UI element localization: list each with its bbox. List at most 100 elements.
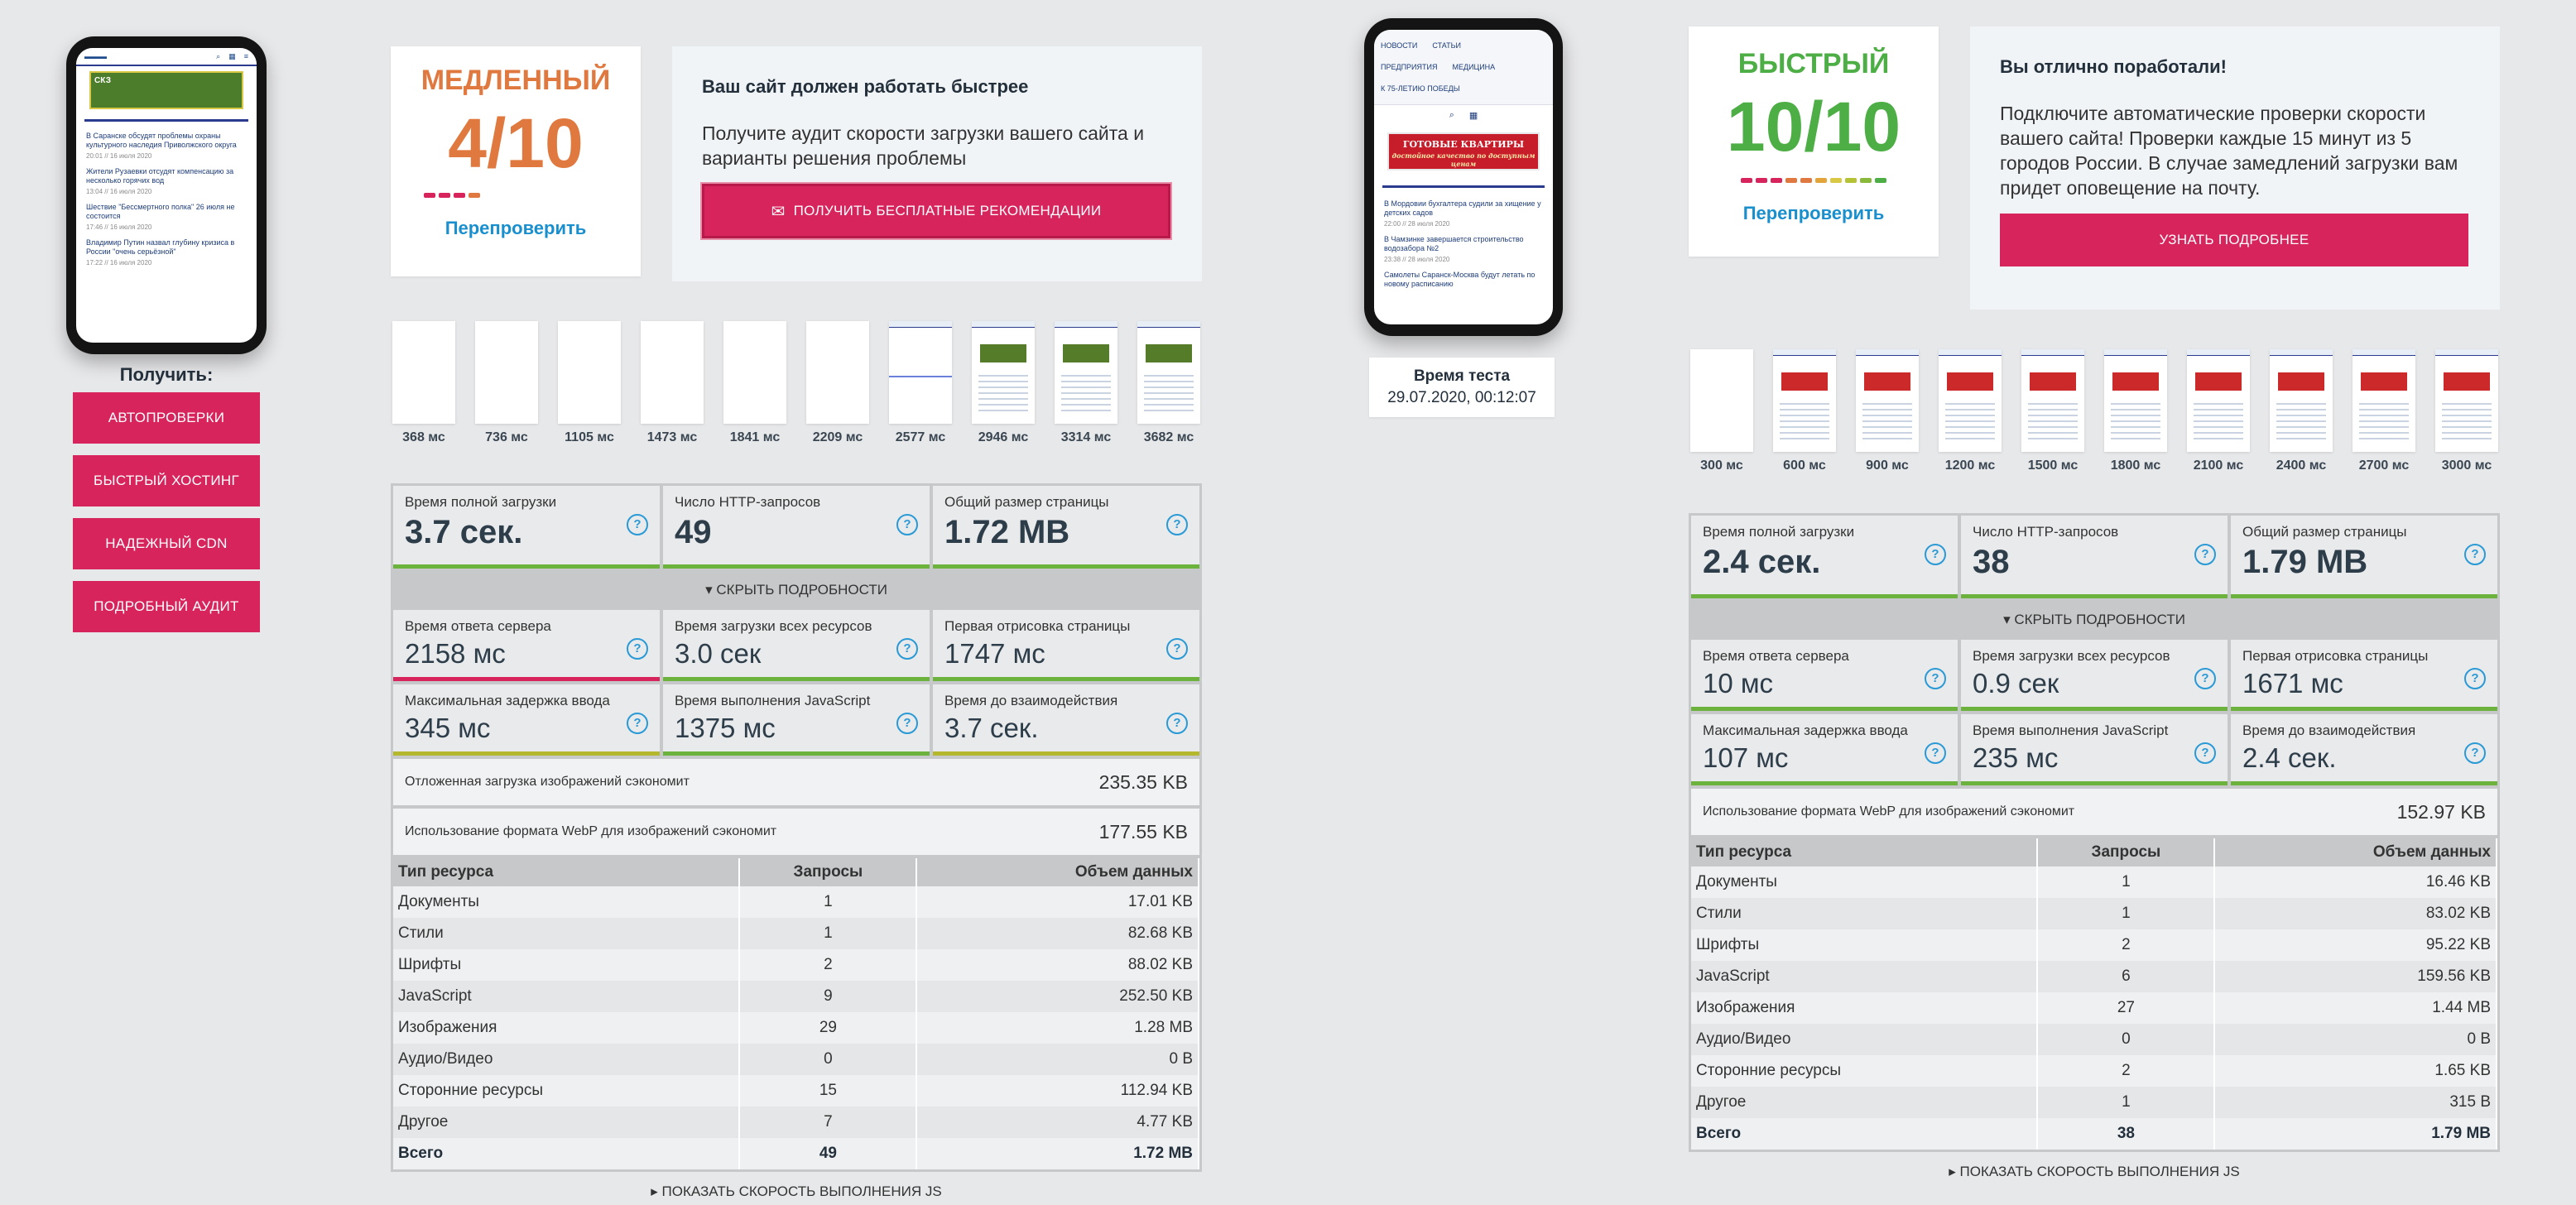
metric-value: 1.79 MB [2242,544,2368,580]
hide-details-toggle[interactable]: ▾ СКРЫТЬ ПОДРОБНОСТИ [393,572,1199,610]
score-segment [424,193,435,198]
grid-icon: ▦ [1468,111,1478,121]
filmstrip-frame[interactable]: 600 мс [1773,349,1836,473]
table-cell: 2 [2037,1055,2216,1087]
table-cell: 0 [739,1044,918,1075]
help-icon[interactable]: ? [627,638,648,660]
filmstrip-frame[interactable]: 1841 мс [723,321,786,445]
metric-label: Число HTTP-запросов [675,494,821,510]
score-bar [391,193,641,198]
savings-row: Отложенная загрузка изображений сэкономи… [393,759,1199,805]
filmstrip-frame[interactable]: 900 мс [1856,349,1919,473]
filmstrip-frame[interactable]: 2577 мс [889,321,952,445]
phone-news-list: В Мордовии бухгалтера судили за хищение … [1374,196,1553,292]
filmstrip-frame[interactable]: 2100 мс [2187,349,2250,473]
metric-value: 10 мс [1703,668,1774,699]
filmstrip-frame[interactable]: 1473 мс [641,321,704,445]
help-icon[interactable]: ? [2464,742,2486,764]
filmstrip-frame[interactable]: 736 мс [475,321,538,445]
metric-card: Время выполнения JavaScript 1375 мс? [663,684,930,756]
metric-value: 1671 мс [2242,668,2343,699]
sidebar-button-0[interactable]: АВТОПРОВЕРКИ [73,392,260,444]
score-segment [1860,178,1872,183]
news-item: В Чамзинке завершается строительство вод… [1374,232,1553,267]
filmstrip-frame[interactable]: 2946 мс [972,321,1035,445]
help-icon[interactable]: ? [896,638,918,660]
filmstrip-frame[interactable]: 368 мс [392,321,455,445]
filmstrip-frame[interactable]: 3314 мс [1055,321,1117,445]
table-cell: 82.68 KB [916,918,1199,949]
help-icon[interactable]: ? [627,514,648,535]
site-nav-item: ПРЕДПРИЯТИЯ [1381,63,1438,71]
show-js-speed-link[interactable]: ▸ ПОКАЗАТЬ СКОРОСТЬ ВЫПОЛНЕНИЯ JS [1689,1164,2500,1180]
metric-value: 3.7 сек. [405,514,523,550]
search-icon: ⌕ [216,51,221,60]
frame-thumbnail [392,321,455,424]
filmstrip-frame[interactable]: 1500 мс [2021,349,2084,473]
sidebar-button-1[interactable]: БЫСТРЫЙ ХОСТИНГ [73,455,260,506]
help-icon[interactable]: ? [1925,668,1946,689]
help-icon[interactable]: ? [2194,668,2216,689]
learn-more-button[interactable]: УЗНАТЬ ПОДРОБНЕЕ [2000,214,2468,266]
score-segment [1771,178,1782,183]
score-value: 10/10 [1726,88,1901,166]
filmstrip-frame[interactable]: 1800 мс [2104,349,2167,473]
news-item: Шествие "Бессмертного полка" 26 июля не … [76,199,257,235]
news-time: 17:46 // 16 июля 2020 [86,223,152,231]
help-icon[interactable]: ? [1166,713,1188,734]
help-icon[interactable]: ? [2464,544,2486,565]
help-icon[interactable]: ? [2194,544,2216,565]
table-cell: 1.79 MB [2214,1118,2497,1150]
metric-label: Время выполнения JavaScript [1973,723,2169,738]
get-recommendations-button[interactable]: ✉ ПОЛУЧИТЬ БЕСПЛАТНЫЕ РЕКОМЕНДАЦИИ [702,184,1170,238]
frame-thumbnail [2104,349,2167,452]
filmstrip-frame[interactable]: 3682 мс [1137,321,1200,445]
score-segment [1815,178,1827,183]
help-icon[interactable]: ? [1925,544,1946,565]
help-icon[interactable]: ? [1166,514,1188,535]
help-icon[interactable]: ? [1166,638,1188,660]
help-icon[interactable]: ? [1925,742,1946,764]
metric-value: 1375 мс [675,713,776,743]
recheck-link[interactable]: Перепроверить [445,218,587,238]
sidebar-button-3[interactable]: ПОДРОБНЫЙ АУДИТ [73,581,260,632]
sidebar-button-2[interactable]: НАДЕЖНЫЙ CDN [73,518,260,569]
metric-value: 3.0 сек [675,638,762,669]
help-icon[interactable]: ? [2194,742,2216,764]
filmstrip-frame[interactable]: 2209 мс [806,321,869,445]
frame-time: 3682 мс [1143,430,1194,444]
table-cell: Аудио/Видео [1691,1024,2039,1055]
sidebar-buttons: АВТОПРОВЕРКИ БЫСТРЫЙ ХОСТИНГ НАДЕЖНЫЙ CDN П… [73,392,260,644]
filmstrip-frame[interactable]: 1105 мс [558,321,621,445]
frame-thumbnail [2435,349,2498,452]
frame-thumbnail [2270,349,2333,452]
recheck-link[interactable]: Перепроверить [1742,203,1885,223]
help-icon[interactable]: ? [896,514,918,535]
filmstrip-frame[interactable]: 300 мс [1690,349,1753,473]
filmstrip-frame[interactable]: 1200 мс [1939,349,2002,473]
metric-label: Общий размер страницы [2242,524,2407,540]
filmstrip-frame[interactable]: 3000 мс [2435,349,2498,473]
help-icon[interactable]: ? [896,713,918,734]
search-icon: ⌕ [1449,110,1454,120]
score-segment [1756,178,1767,183]
table-cell: 1 [2037,867,2216,898]
help-icon[interactable]: ? [627,713,648,734]
help-icon[interactable]: ? [2464,668,2486,689]
table-cell: 15 [739,1075,918,1107]
table-cell: JavaScript [393,981,741,1012]
frame-time: 300 мс [1700,458,1743,473]
score-card-right: БЫСТРЫЙ 10/10 Перепроверить [1689,26,1939,257]
table-cell: Изображения [393,1012,741,1044]
hide-details-toggle[interactable]: ▾ СКРЫТЬ ПОДРОБНОСТИ [1691,602,2497,640]
metric-value: 2158 мс [405,638,506,669]
show-js-speed-link[interactable]: ▸ ПОКАЗАТЬ СКОРОСТЬ ВЫПОЛНЕНИЯ JS [391,1183,1202,1200]
filmstrip-frame[interactable]: 2700 мс [2353,349,2415,473]
filmstrip-frame[interactable]: 2400 мс [2270,349,2333,473]
frame-thumbnail [2021,349,2084,452]
frame-time: 3000 мс [2441,458,2492,473]
metric-label: Число HTTP-запросов [1973,524,2119,540]
table-cell: 315 B [2214,1087,2497,1118]
menu-icon: ≡ [243,52,248,60]
metric-label: Время полной загрузки [1703,524,1855,540]
